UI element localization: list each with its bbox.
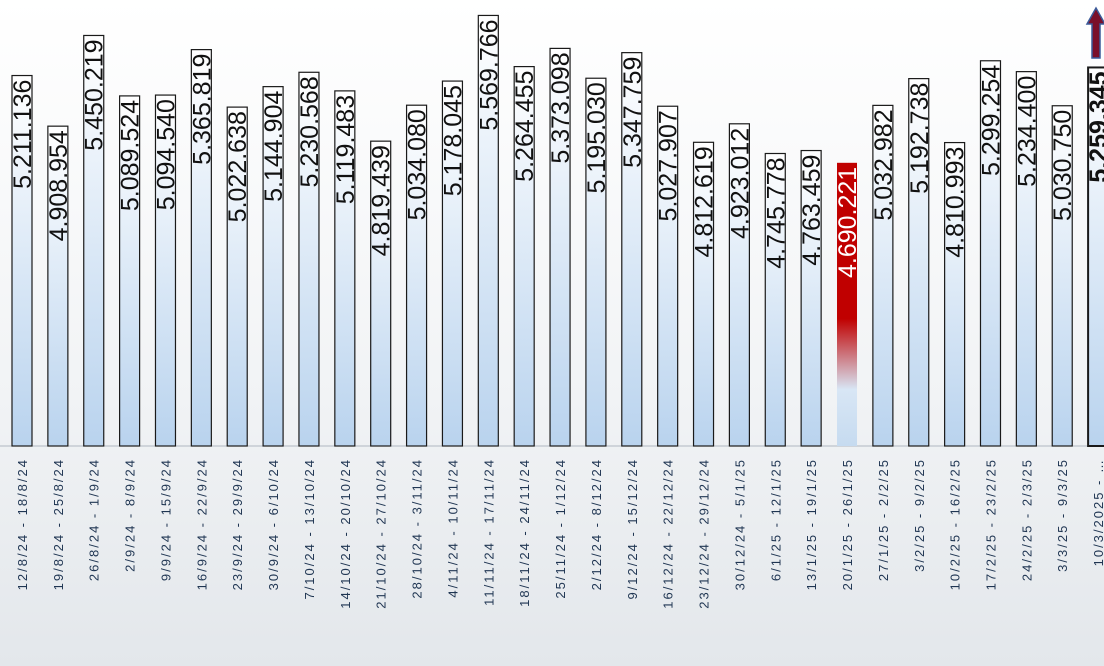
bar bbox=[837, 162, 858, 446]
bar bbox=[979, 60, 1002, 447]
value-label: 5.119.483 bbox=[332, 95, 360, 204]
x-tick-label: 25/11/24 - 1/12/24 bbox=[553, 458, 568, 599]
value-label: 4.908.954 bbox=[45, 130, 73, 241]
bar bbox=[728, 123, 751, 447]
x-tick-label: 3/2/25 - 9/2/25 bbox=[912, 458, 927, 572]
bar bbox=[83, 34, 105, 447]
value-label: 4.763.459 bbox=[798, 155, 826, 266]
value-label: 5.192.738 bbox=[906, 83, 934, 194]
bar bbox=[441, 80, 464, 447]
value-label: 5.450.219 bbox=[81, 39, 109, 150]
value-label: 5.027.907 bbox=[655, 110, 683, 221]
value-label: 5.299.254 bbox=[977, 65, 1005, 176]
value-label: 4.745.778 bbox=[762, 157, 790, 268]
x-tick-label: 14/10/24 - 20/10/24 bbox=[338, 458, 353, 609]
x-tick-label: 13/1/25 - 19/1/25 bbox=[804, 458, 819, 590]
value-label: 5.234.400 bbox=[1013, 76, 1041, 187]
x-tick-label: 27/1/25 - 2/2/25 bbox=[876, 458, 891, 581]
bar bbox=[800, 149, 822, 447]
value-label: 5.034.080 bbox=[404, 109, 432, 220]
x-tick-label: 19/8/24 - 25/8/24 bbox=[51, 458, 66, 590]
value-label: 4.923.012 bbox=[726, 128, 754, 239]
value-label: 5.032.982 bbox=[870, 109, 898, 220]
bar bbox=[692, 141, 715, 447]
x-tick-label: 16/9/24 - 22/9/24 bbox=[194, 458, 209, 590]
x-tick-label: 3/3/25 - 9/3/25 bbox=[1055, 458, 1070, 572]
bar bbox=[119, 95, 141, 447]
value-label: 5.022.638 bbox=[224, 111, 252, 222]
x-tick-label: 30/9/24 - 6/10/24 bbox=[266, 458, 281, 590]
bar bbox=[872, 104, 894, 447]
x-tick-label: 11/11/24 - 17/11/24 bbox=[481, 458, 496, 606]
x-tick-label: 2/9/24 - 8/9/24 bbox=[123, 458, 138, 572]
bar bbox=[585, 77, 607, 447]
bar bbox=[334, 90, 356, 447]
x-tick-label: 26/8/24 - 1/9/24 bbox=[87, 458, 102, 581]
value-label: 5.195.030 bbox=[583, 82, 611, 193]
bar bbox=[944, 141, 966, 447]
bar bbox=[477, 14, 499, 447]
x-tick-label: 18/11/24 - 24/11/24 bbox=[517, 458, 532, 607]
x-tick-label: 20/1/25 - 26/1/25 bbox=[840, 458, 855, 590]
x-tick-label: 28/10/24 - 3/11/24 bbox=[410, 458, 425, 599]
bar bbox=[405, 104, 428, 447]
x-tick-label: 2/12/24 - 8/12/24 bbox=[589, 458, 604, 590]
x-tick-label: 23/9/24 - 29/9/24 bbox=[230, 458, 245, 590]
bar bbox=[370, 140, 392, 447]
bar bbox=[11, 74, 33, 447]
bar bbox=[657, 105, 679, 447]
value-label: 4.819.439 bbox=[368, 145, 396, 256]
x-tick-label: 9/12/24 - 15/12/24 bbox=[625, 458, 640, 600]
value-label: 5.144.904 bbox=[260, 91, 288, 202]
bar bbox=[298, 71, 320, 447]
bar bbox=[262, 86, 284, 447]
bar bbox=[549, 47, 571, 447]
value-label: 4.810.993 bbox=[942, 147, 970, 258]
x-tick-label: 10/3/2025 - … bbox=[1091, 458, 1104, 566]
bar bbox=[908, 78, 930, 447]
value-label: 4.812.619 bbox=[691, 146, 719, 257]
bar bbox=[1087, 66, 1104, 448]
value-label: 5.365.819 bbox=[188, 54, 216, 165]
value-label: 5.094.540 bbox=[152, 99, 180, 210]
bar bbox=[1051, 105, 1073, 447]
trend-arrow bbox=[1085, 6, 1104, 59]
value-label: 5.373.098 bbox=[547, 52, 575, 163]
value-label: 5.030.750 bbox=[1049, 110, 1077, 221]
x-tick-label: 23/12/24 - 29/12/24 bbox=[697, 458, 712, 609]
x-tick-label: 16/12/24 - 22/12/24 bbox=[661, 458, 676, 609]
value-label: 5.211.136 bbox=[9, 80, 37, 189]
x-tick-label: 6/1/25 - 12/1/25 bbox=[768, 458, 783, 581]
bar bbox=[513, 65, 535, 447]
x-tick-label: 12/8/24 - 18/8/24 bbox=[15, 458, 30, 590]
bar bbox=[1015, 71, 1037, 447]
value-label: 5.178.045 bbox=[439, 85, 467, 196]
bar bbox=[154, 94, 177, 447]
value-label: 5.264.455 bbox=[511, 71, 539, 182]
value-label: 4.690.221 bbox=[834, 167, 862, 278]
x-tick-label: 7/10/24 - 13/10/24 bbox=[302, 458, 317, 600]
x-tick-label: 17/2/25 - 23/2/25 bbox=[983, 458, 998, 590]
x-tick-label: 9/9/24 - 15/9/24 bbox=[158, 458, 173, 581]
x-tick-label: 24/2/25 - 2/3/25 bbox=[1019, 458, 1034, 581]
bar bbox=[621, 52, 643, 447]
value-label: 5.089.524 bbox=[117, 100, 145, 211]
value-label: 5.347.759 bbox=[619, 57, 647, 168]
bar bbox=[190, 49, 212, 447]
bar bbox=[226, 106, 248, 447]
value-label: 5.569.766 bbox=[475, 19, 503, 130]
bar bbox=[47, 125, 69, 447]
x-tick-label: 4/11/24 - 10/11/24 bbox=[445, 458, 460, 598]
x-tick-label: 10/2/25 - 16/2/25 bbox=[948, 458, 963, 590]
x-tick-label: 30/12/24 - 5/1/25 bbox=[732, 458, 747, 590]
value-label: 5.259.345 bbox=[1085, 71, 1104, 182]
bar bbox=[764, 152, 786, 447]
x-tick-label: 21/10/24 - 27/10/24 bbox=[374, 458, 389, 609]
value-label: 5.230.568 bbox=[296, 76, 324, 187]
